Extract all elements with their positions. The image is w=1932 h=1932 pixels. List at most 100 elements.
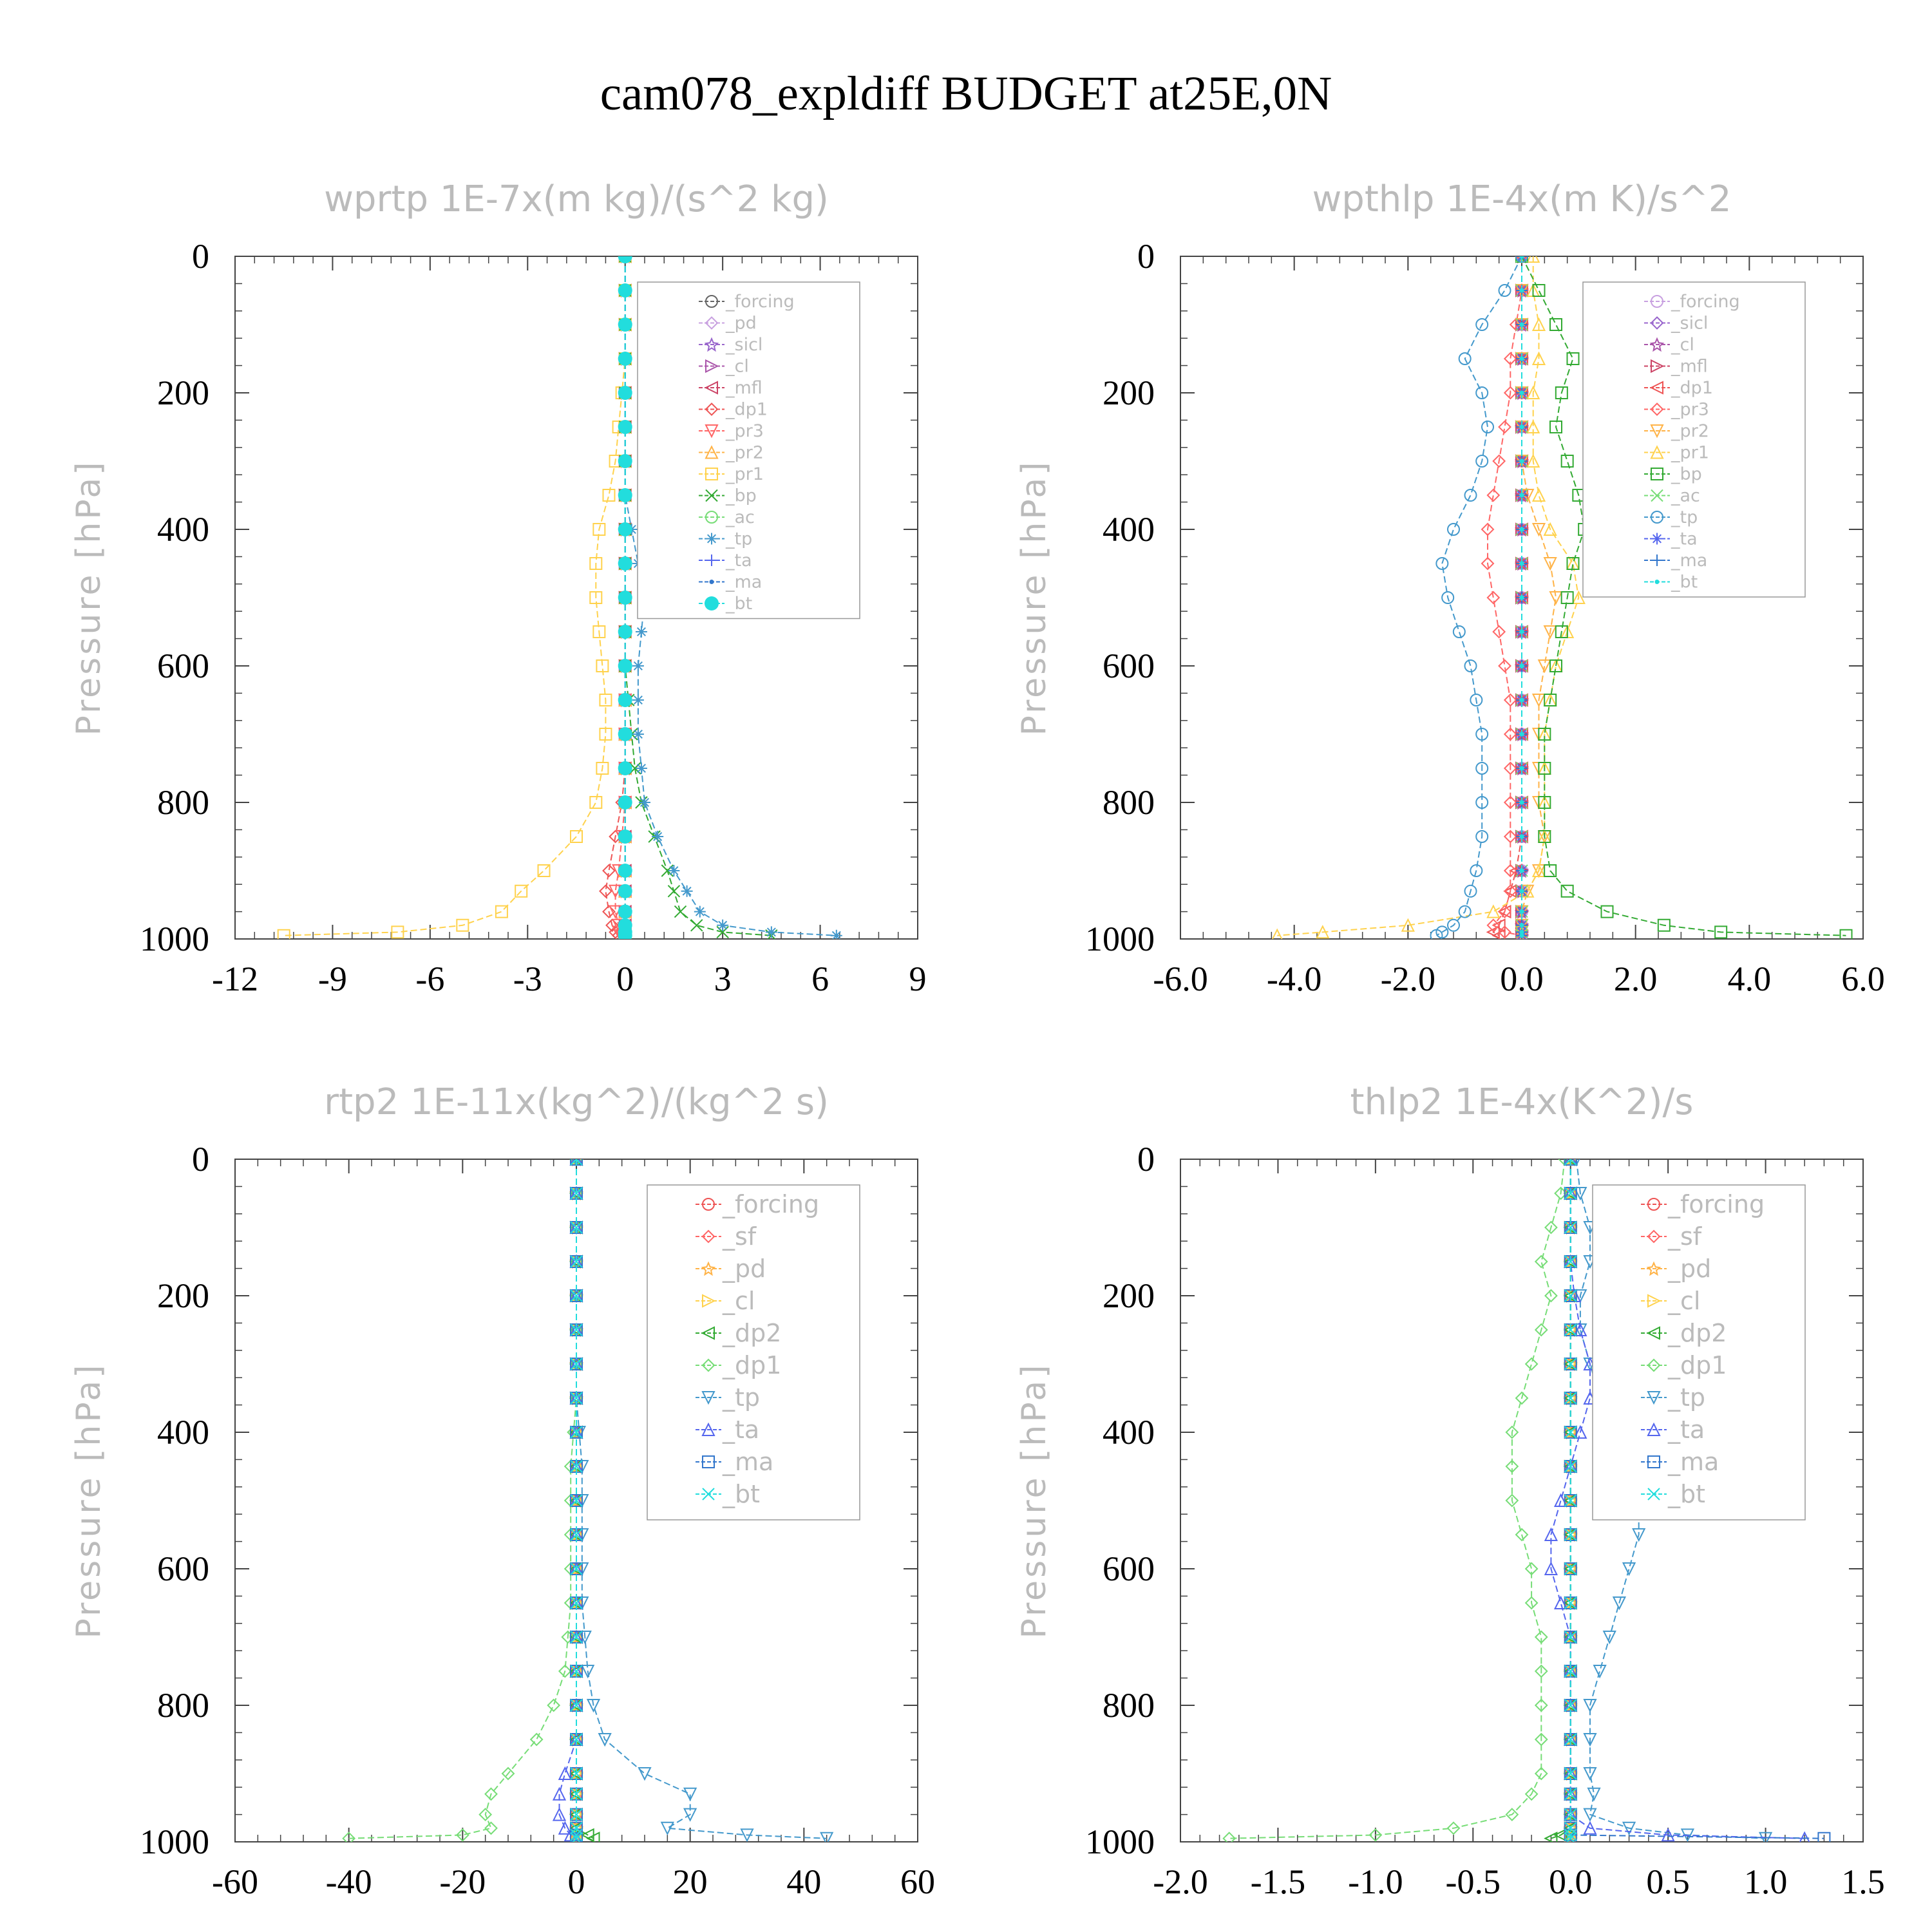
x-tick-label: 20 bbox=[673, 1862, 708, 1901]
data-point-ta bbox=[1661, 1828, 1675, 1842]
data-point-bt bbox=[570, 1358, 583, 1370]
data-point-dp1 bbox=[1544, 1220, 1558, 1235]
y-tick-label: 600 bbox=[157, 647, 209, 685]
data-point-bt bbox=[618, 659, 632, 673]
legend-marker bbox=[705, 402, 719, 416]
legend-marker bbox=[701, 1422, 715, 1436]
data-point-ma bbox=[1817, 1832, 1831, 1842]
data-point-bp bbox=[1549, 421, 1562, 433]
data-point-dp1 bbox=[1505, 1459, 1519, 1473]
data-point-pr3 bbox=[1503, 727, 1517, 741]
data-point-dp1 bbox=[1534, 1766, 1548, 1781]
legend-label: _cl bbox=[1671, 335, 1694, 355]
legend-marker bbox=[701, 1358, 715, 1372]
data-point-bt bbox=[1519, 929, 1524, 934]
data-point-tp bbox=[1583, 1699, 1597, 1713]
data-point-tp bbox=[1464, 659, 1477, 672]
data-point-pr1 bbox=[391, 925, 404, 939]
data-point-tp bbox=[1452, 625, 1466, 638]
data-point-bt bbox=[618, 693, 632, 707]
legend-marker bbox=[709, 580, 714, 584]
data-point-pr1 bbox=[1543, 522, 1557, 536]
data-point-bt bbox=[618, 795, 632, 810]
legend-label: _sf bbox=[722, 1222, 757, 1251]
legend-label: _dp1 bbox=[725, 400, 768, 420]
x-tick-label: 3 bbox=[714, 960, 732, 998]
data-point-dp1 bbox=[342, 1832, 356, 1842]
legend-label: _forcing bbox=[1667, 1190, 1765, 1218]
data-point-bt bbox=[1564, 1426, 1577, 1439]
x-tick-label: -2.0 bbox=[1381, 960, 1435, 998]
data-point-pr1 bbox=[1271, 928, 1283, 939]
data-point-tp bbox=[1447, 918, 1460, 932]
data-point-bt bbox=[1519, 561, 1524, 566]
data-point-dp1 bbox=[561, 1630, 575, 1644]
plot-frame bbox=[234, 256, 918, 940]
legend-label: _dp1 bbox=[1667, 1351, 1727, 1379]
data-point-bt bbox=[1564, 1828, 1577, 1842]
legend-label: _dp1 bbox=[722, 1351, 781, 1379]
data-point-bt bbox=[1519, 834, 1524, 839]
data-point-bt bbox=[1564, 1596, 1577, 1609]
legend-marker bbox=[1651, 533, 1663, 545]
data-point-pr1 bbox=[1401, 918, 1415, 932]
data-point-dp1 bbox=[1524, 1562, 1539, 1576]
data-point-ta bbox=[1573, 1425, 1587, 1439]
data-point-tp bbox=[1475, 830, 1489, 843]
data-point-tp bbox=[635, 626, 647, 638]
x-tick-label: 1.5 bbox=[1841, 1862, 1885, 1901]
data-point-pr3 bbox=[1486, 918, 1501, 933]
data-point-bt bbox=[618, 864, 632, 878]
x-tick-label: -2.0 bbox=[1153, 1862, 1208, 1901]
data-point-bt bbox=[1564, 1832, 1577, 1842]
panels: wprtp 1E-7x(m kg)/(s^2 kg) Pressure [hPa]… bbox=[70, 178, 1885, 1901]
legend-marker bbox=[1650, 424, 1664, 439]
data-point-tp bbox=[1470, 864, 1483, 877]
data-point-ta bbox=[558, 1766, 572, 1780]
y-tick-label: 1000 bbox=[140, 1823, 209, 1861]
y-axis-label: Pressure [hPa] bbox=[70, 460, 108, 736]
data-point-bt bbox=[618, 625, 632, 639]
data-point-dp1 bbox=[1524, 1596, 1539, 1610]
x-tick-label: 0.0 bbox=[1500, 960, 1544, 998]
x-tick-label: -6 bbox=[415, 960, 444, 998]
data-point-bp bbox=[1555, 625, 1568, 638]
legend-label: _tp bbox=[725, 529, 752, 549]
x-tick-label: -60 bbox=[212, 1862, 258, 1901]
data-point-pr1 bbox=[599, 728, 612, 741]
legend-label: _pd bbox=[1667, 1255, 1711, 1283]
data-point-tp bbox=[1622, 1562, 1636, 1577]
data-point-bt bbox=[570, 1828, 583, 1842]
data-point-bt bbox=[570, 1665, 583, 1678]
data-point-bp bbox=[1560, 591, 1574, 604]
chart-panel-3: rtp2 1E-11x(kg^2)/(kg^2 s) Pressure [hPa]… bbox=[70, 1081, 935, 1901]
data-point-pr3 bbox=[1503, 693, 1517, 707]
data-point-pr2 bbox=[1543, 625, 1557, 639]
data-point-bt bbox=[1564, 1631, 1577, 1643]
legend-label: _sicl bbox=[725, 335, 762, 355]
legend-marker bbox=[702, 1294, 716, 1308]
series-line-bp bbox=[1521, 256, 1846, 936]
data-point-tp bbox=[1458, 905, 1472, 918]
legend-marker bbox=[1647, 1455, 1660, 1468]
legend-label: _tp bbox=[1667, 1383, 1705, 1412]
data-point-bp bbox=[1555, 386, 1568, 399]
data-point-bt bbox=[1519, 527, 1524, 532]
legend-label: _dp1 bbox=[1671, 378, 1713, 398]
y-tick-label: 0 bbox=[1137, 1140, 1155, 1179]
data-point-bp bbox=[1538, 728, 1551, 741]
legend-marker bbox=[1651, 295, 1663, 308]
data-point-bt bbox=[1564, 1358, 1577, 1370]
chart-panel-1: wprtp 1E-7x(m kg)/(s^2 kg) Pressure [hPa]… bbox=[70, 178, 927, 998]
x-tick-label: 0 bbox=[616, 960, 634, 998]
data-point-tp bbox=[1475, 318, 1489, 331]
y-tick-label: 600 bbox=[157, 1549, 209, 1588]
data-point-tp bbox=[668, 865, 680, 876]
legend-box bbox=[1582, 281, 1806, 598]
legend-label: _bp bbox=[725, 486, 757, 506]
x-tick-label: 9 bbox=[909, 960, 927, 998]
data-point-bt bbox=[618, 283, 632, 298]
data-point-bt bbox=[1564, 1699, 1577, 1712]
data-point-bt bbox=[1519, 424, 1524, 430]
